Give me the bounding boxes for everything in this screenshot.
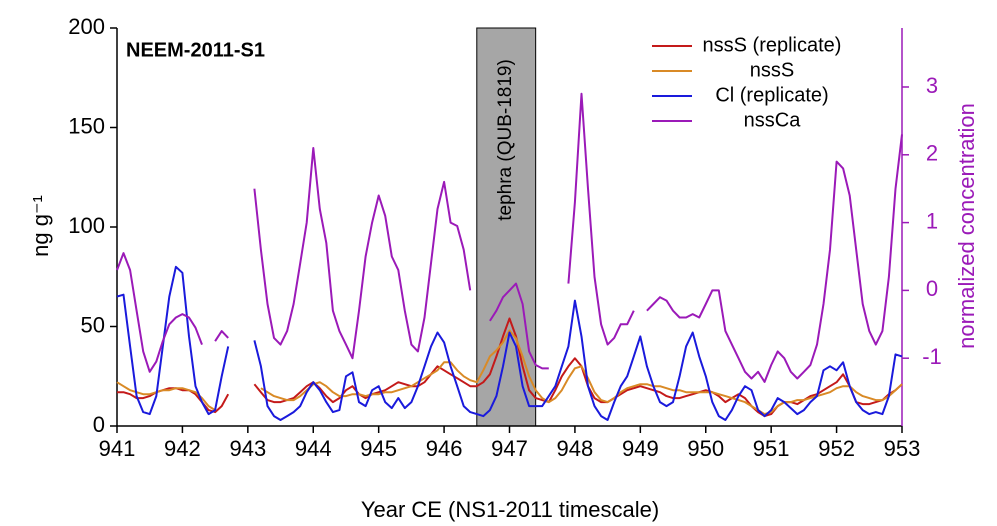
x-tick-label: 948: [557, 436, 594, 461]
x-tick-label: 941: [99, 436, 136, 461]
y-tick-label: 100: [68, 213, 105, 238]
y-tick-label: 200: [68, 14, 105, 39]
x-tick-label: 946: [426, 436, 463, 461]
chart-annotation: NEEM-2011-S1: [126, 39, 265, 61]
x-axis-label: Year CE (NS1-2011 timescale): [361, 497, 659, 522]
x-tick-label: 945: [360, 436, 397, 461]
y2-axis-label: normalized concentration: [954, 103, 979, 349]
y2-tick-label: 0: [926, 276, 938, 301]
x-tick-label: 947: [491, 436, 528, 461]
x-tick-label: 942: [164, 436, 201, 461]
y-tick-label: 50: [81, 312, 105, 337]
y-axis-label: ng g⁻¹: [28, 195, 53, 257]
series-line: [116, 265, 903, 421]
y2-tick-label: -1: [922, 344, 942, 369]
shaded-region-label: tephra (QUB-1819): [495, 59, 516, 221]
x-tick-label: 950: [687, 436, 724, 461]
series-line: [116, 92, 903, 383]
x-tick-label: 952: [818, 436, 855, 461]
y2-tick-label: 3: [926, 73, 938, 98]
legend-label: nssS: [750, 59, 794, 81]
x-tick-label: 949: [622, 436, 659, 461]
legend-label: nssCa: [744, 109, 802, 131]
y2-tick-label: 2: [926, 141, 938, 166]
y2-tick-label: 1: [926, 208, 938, 233]
x-tick-label: 944: [295, 436, 332, 461]
x-tick-label: 953: [884, 436, 921, 461]
y-tick-label: 0: [93, 412, 105, 437]
shaded-region: [476, 27, 537, 427]
x-tick-label: 951: [753, 436, 790, 461]
legend-label: Cl (replicate): [715, 84, 828, 106]
y-tick-label: 150: [68, 113, 105, 138]
legend-label: nssS (replicate): [703, 34, 842, 56]
x-tick-label: 943: [229, 436, 266, 461]
